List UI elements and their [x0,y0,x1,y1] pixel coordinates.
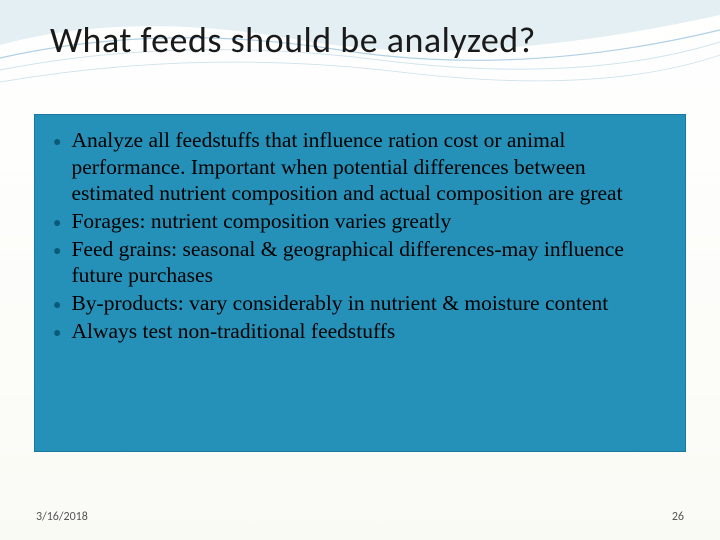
bullet-text: Forages: nutrient composition varies gre… [71,208,665,235]
list-item: ● By-products: vary considerably in nutr… [53,290,665,317]
bullet-text: Feed grains: seasonal & geographical dif… [71,236,665,289]
list-item: ● Analyze all feedstuffs that influence … [53,127,665,207]
footer-date: 3/16/2018 [36,510,88,524]
list-item: ● Always test non-traditional feedstuffs [53,318,665,345]
bullet-text: By-products: vary considerably in nutrie… [71,290,665,317]
slide-title: What feeds should be analyzed? [50,18,536,62]
bullet-text: Always test non-traditional feedstuffs [71,318,665,345]
bullet-icon: ● [53,243,61,260]
content-box: ● Analyze all feedstuffs that influence … [34,114,686,452]
bullet-icon: ● [53,297,61,314]
bullet-icon: ● [53,215,61,232]
bullet-text: Analyze all feedstuffs that influence ra… [71,127,665,207]
bullet-icon: ● [53,134,61,151]
bullet-icon: ● [53,325,61,342]
bullet-list: ● Analyze all feedstuffs that influence … [53,127,665,344]
slide-container: What feeds should be analyzed? ● Analyze… [0,0,720,540]
list-item: ● Forages: nutrient composition varies g… [53,208,665,235]
footer-page-number: 26 [672,510,684,524]
list-item: ● Feed grains: seasonal & geographical d… [53,236,665,289]
